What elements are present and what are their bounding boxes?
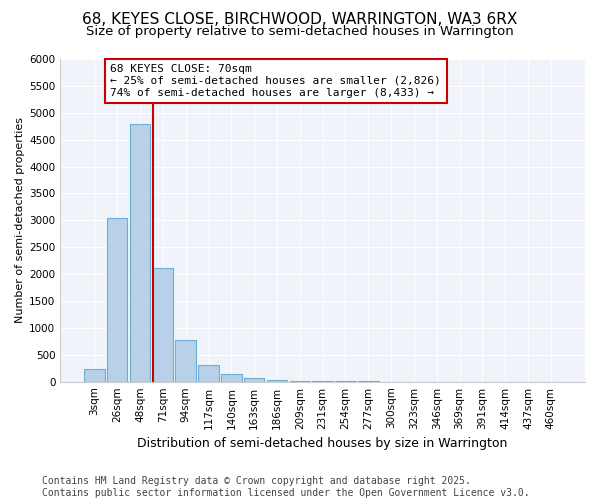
Y-axis label: Number of semi-detached properties: Number of semi-detached properties	[15, 118, 25, 324]
Bar	[198, 365, 219, 382]
Bar	[152, 268, 173, 382]
Bar	[175, 340, 196, 382]
Text: Contains HM Land Registry data © Crown copyright and database right 2025.
Contai: Contains HM Land Registry data © Crown c…	[42, 476, 530, 498]
Bar	[84, 369, 104, 382]
Bar	[290, 380, 310, 382]
Bar	[107, 218, 127, 382]
Text: 68, KEYES CLOSE, BIRCHWOOD, WARRINGTON, WA3 6RX: 68, KEYES CLOSE, BIRCHWOOD, WARRINGTON, …	[82, 12, 518, 28]
Bar	[130, 124, 151, 382]
Bar	[267, 380, 287, 382]
Bar	[313, 381, 333, 382]
Text: 68 KEYES CLOSE: 70sqm
← 25% of semi-detached houses are smaller (2,826)
74% of s: 68 KEYES CLOSE: 70sqm ← 25% of semi-deta…	[110, 64, 441, 98]
X-axis label: Distribution of semi-detached houses by size in Warrington: Distribution of semi-detached houses by …	[137, 437, 508, 450]
Bar	[244, 378, 265, 382]
Text: Size of property relative to semi-detached houses in Warrington: Size of property relative to semi-detach…	[86, 25, 514, 38]
Bar	[221, 374, 242, 382]
